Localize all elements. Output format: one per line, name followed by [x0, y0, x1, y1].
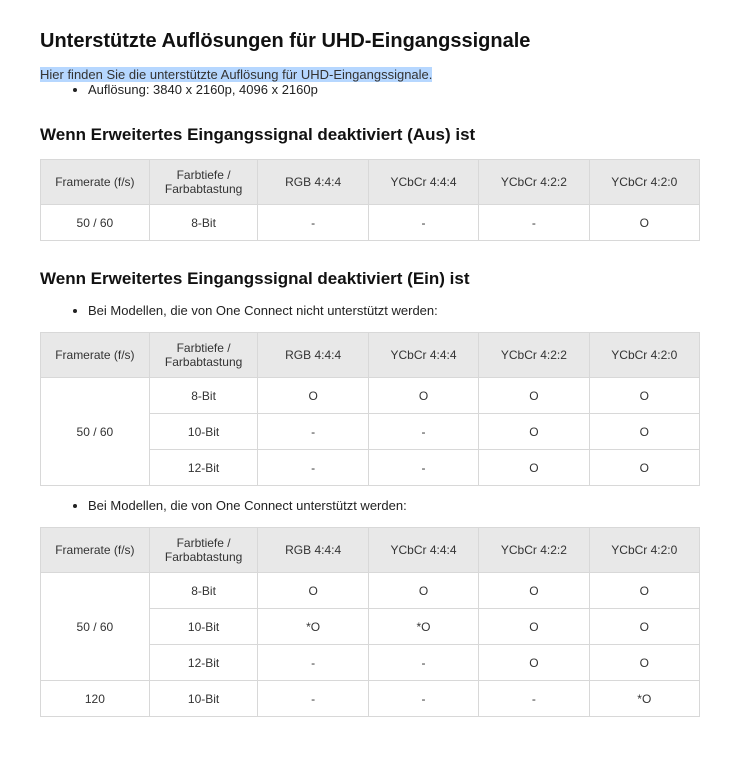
cell-ycbcr444: - [368, 414, 478, 450]
cell-ycbcr420: O [589, 573, 699, 609]
cell-ycbcr422: O [479, 378, 589, 414]
page-subtitle: Hier finden Sie die unterstützte Auflösu… [40, 67, 432, 82]
cell-rgb444: *O [258, 609, 368, 645]
cell-rgb444: - [258, 205, 368, 241]
cell-ycbcr444: - [368, 681, 478, 717]
col-ycbcr444: YCbCr 4:4:4 [368, 333, 478, 378]
table-row: 50 / 60 8-Bit O O O O [41, 573, 700, 609]
cell-ycbcr444: - [368, 205, 478, 241]
col-ycbcr420: YCbCr 4:2:0 [589, 528, 699, 573]
cell-ycbcr422: - [479, 205, 589, 241]
note-list-oneconnect: Bei Modellen, die von One Connect unters… [40, 498, 700, 513]
section-aus-heading: Wenn Erweitertes Eingangssignal deaktivi… [40, 125, 700, 145]
col-ycbcr420: YCbCr 4:2:0 [589, 160, 699, 205]
resolution-bullet: Auflösung: 3840 x 2160p, 4096 x 2160p [88, 82, 700, 97]
cell-ycbcr420: O [589, 645, 699, 681]
cell-depth: 10-Bit [149, 681, 258, 717]
cell-ycbcr422: O [479, 450, 589, 486]
col-ycbcr422: YCbCr 4:2:2 [479, 528, 589, 573]
cell-framerate: 50 / 60 [41, 378, 150, 486]
col-rgb444: RGB 4:4:4 [258, 160, 368, 205]
cell-ycbcr420: O [589, 205, 699, 241]
col-depth: Farbtiefe / Farbabtastung [149, 528, 258, 573]
cell-ycbcr420: O [589, 450, 699, 486]
cell-ycbcr422: O [479, 573, 589, 609]
cell-depth: 10-Bit [149, 414, 258, 450]
cell-depth: 8-Bit [149, 205, 258, 241]
table-row: 120 10-Bit - - - *O [41, 681, 700, 717]
col-rgb444: RGB 4:4:4 [258, 333, 368, 378]
cell-ycbcr420: O [589, 609, 699, 645]
cell-ycbcr420: O [589, 414, 699, 450]
table-aus: Framerate (f/s) Farbtiefe / Farbabtastun… [40, 159, 700, 241]
col-depth: Farbtiefe / Farbabtastung [149, 160, 258, 205]
col-framerate: Framerate (f/s) [41, 160, 150, 205]
col-depth: Farbtiefe / Farbabtastung [149, 333, 258, 378]
cell-ycbcr422: O [479, 609, 589, 645]
cell-depth: 12-Bit [149, 450, 258, 486]
cell-depth: 10-Bit [149, 609, 258, 645]
table-ein-oneconnect: Framerate (f/s) Farbtiefe / Farbabtastun… [40, 527, 700, 717]
table-header-row: Framerate (f/s) Farbtiefe / Farbabtastun… [41, 528, 700, 573]
cell-ycbcr420: O [589, 378, 699, 414]
cell-ycbcr420: *O [589, 681, 699, 717]
cell-ycbcr444: - [368, 645, 478, 681]
cell-framerate: 120 [41, 681, 150, 717]
cell-rgb444: - [258, 645, 368, 681]
cell-rgb444: - [258, 414, 368, 450]
page-title: Unterstützte Auflösungen für UHD-Eingang… [40, 30, 700, 53]
col-framerate: Framerate (f/s) [41, 528, 150, 573]
col-ycbcr444: YCbCr 4:4:4 [368, 528, 478, 573]
resolution-list: Auflösung: 3840 x 2160p, 4096 x 2160p [40, 82, 700, 97]
cell-ycbcr422: - [479, 681, 589, 717]
cell-rgb444: O [258, 378, 368, 414]
section-ein-heading: Wenn Erweitertes Eingangssignal deaktivi… [40, 269, 700, 289]
cell-ycbcr444: O [368, 573, 478, 609]
cell-ycbcr422: O [479, 414, 589, 450]
table-row: 50 / 60 8-Bit O O O O [41, 378, 700, 414]
cell-framerate: 50 / 60 [41, 205, 150, 241]
table-ein-no-oneconnect: Framerate (f/s) Farbtiefe / Farbabtastun… [40, 332, 700, 486]
cell-ycbcr422: O [479, 645, 589, 681]
cell-rgb444: - [258, 450, 368, 486]
cell-rgb444: O [258, 573, 368, 609]
note-no-oneconnect: Bei Modellen, die von One Connect nicht … [88, 303, 700, 318]
cell-ycbcr444: - [368, 450, 478, 486]
col-framerate: Framerate (f/s) [41, 333, 150, 378]
cell-depth: 8-Bit [149, 573, 258, 609]
col-ycbcr422: YCbCr 4:2:2 [479, 160, 589, 205]
cell-ycbcr444: O [368, 378, 478, 414]
col-ycbcr422: YCbCr 4:2:2 [479, 333, 589, 378]
table-row: 50 / 60 8-Bit - - - O [41, 205, 700, 241]
col-ycbcr444: YCbCr 4:4:4 [368, 160, 478, 205]
cell-framerate: 50 / 60 [41, 573, 150, 681]
col-rgb444: RGB 4:4:4 [258, 528, 368, 573]
table-header-row: Framerate (f/s) Farbtiefe / Farbabtastun… [41, 160, 700, 205]
cell-depth: 8-Bit [149, 378, 258, 414]
cell-rgb444: - [258, 681, 368, 717]
table-header-row: Framerate (f/s) Farbtiefe / Farbabtastun… [41, 333, 700, 378]
cell-ycbcr444: *O [368, 609, 478, 645]
note-oneconnect: Bei Modellen, die von One Connect unters… [88, 498, 700, 513]
note-list-no-oneconnect: Bei Modellen, die von One Connect nicht … [40, 303, 700, 318]
cell-depth: 12-Bit [149, 645, 258, 681]
col-ycbcr420: YCbCr 4:2:0 [589, 333, 699, 378]
